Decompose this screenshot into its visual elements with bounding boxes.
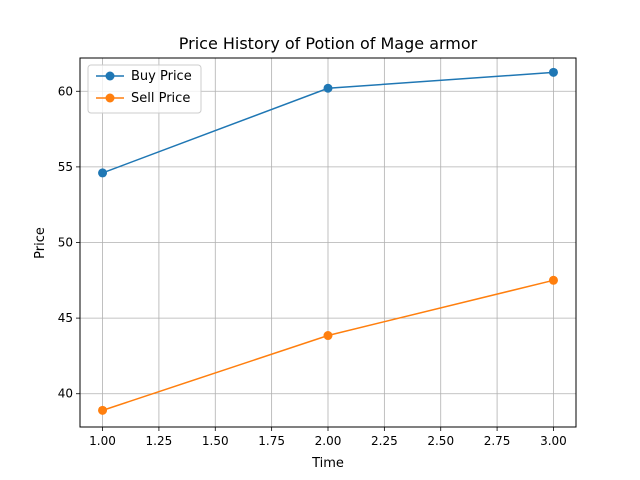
data-point [323,83,333,93]
legend-marker-buy [105,71,115,81]
legend-marker-sell [105,93,115,103]
x-tick-label: 2.75 [484,434,511,448]
x-tick-label: 2.00 [315,434,342,448]
y-axis-label: Price [33,227,48,259]
y-tick-label: 55 [58,160,73,174]
legend-label-sell: Sell Price [131,91,190,106]
data-point [323,331,333,341]
y-tick-label: 60 [58,84,73,98]
data-point [98,168,108,178]
y-tick-label: 50 [58,236,73,250]
data-point [98,405,108,415]
x-axis-label: Time [311,456,344,471]
x-tick-label: 1.25 [146,434,173,448]
chart-title: Price History of Potion of Mage armor [179,34,478,53]
y-tick-label: 40 [58,387,73,401]
legend-label-buy: Buy Price [131,69,192,84]
x-tick-label: 1.50 [202,434,229,448]
x-tick-label: 2.25 [371,434,398,448]
data-point [548,275,558,285]
legend-box [87,64,202,114]
legend: Buy Price Sell Price [87,64,202,114]
series-layer [98,67,558,415]
x-tick-label: 3.00 [540,434,567,448]
x-tick-label: 1.75 [258,434,285,448]
data-point [548,67,558,77]
y-tick-label: 45 [58,311,73,325]
x-tick-label: 2.50 [427,434,454,448]
axis-ticks: 1.00 1.25 1.50 1.75 2.00 2.25 2.50 2.75 3.00 40 45… [58,84,567,448]
x-tick-label: 1.00 [89,434,116,448]
